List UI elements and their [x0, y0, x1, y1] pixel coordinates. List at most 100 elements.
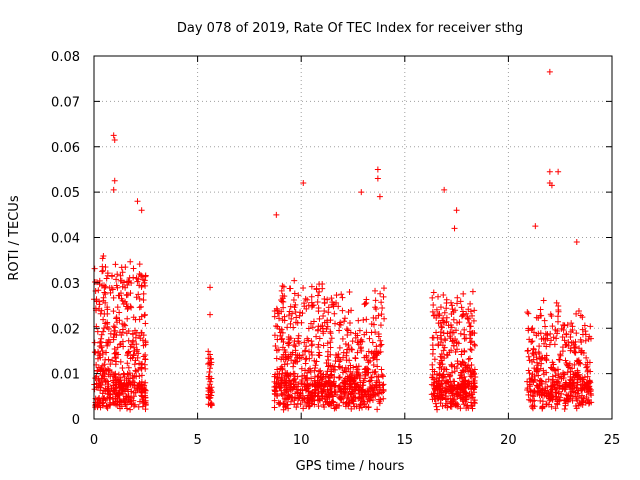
data-point	[373, 384, 380, 391]
data-point	[463, 310, 470, 317]
data-point	[373, 343, 380, 350]
data-point	[332, 404, 339, 411]
data-point	[341, 318, 348, 325]
data-point	[136, 295, 143, 302]
data-point	[291, 277, 298, 284]
data-point	[443, 300, 450, 307]
data-point	[205, 401, 212, 408]
data-point	[365, 393, 372, 400]
data-point	[119, 385, 126, 392]
data-point	[466, 328, 473, 335]
data-point	[555, 318, 562, 325]
data-point	[539, 387, 546, 394]
data-point	[344, 327, 351, 334]
data-point	[297, 390, 304, 397]
data-point	[305, 337, 312, 344]
data-point	[534, 359, 541, 366]
data-point	[548, 393, 555, 400]
data-point	[450, 342, 457, 349]
data-point	[368, 329, 375, 336]
data-point	[303, 343, 310, 350]
data-point	[555, 379, 562, 386]
data-point	[138, 381, 145, 388]
data-point	[465, 356, 472, 363]
data-point	[303, 375, 310, 382]
x-tick-label: 25	[604, 433, 621, 448]
data-point	[363, 316, 370, 323]
data-point	[555, 168, 562, 175]
data-point	[275, 380, 282, 387]
data-point	[459, 358, 466, 365]
data-point	[301, 381, 308, 388]
data-point	[343, 326, 350, 333]
data-point	[122, 382, 129, 389]
data-point	[97, 338, 104, 345]
data-point	[435, 311, 442, 318]
data-point	[566, 382, 573, 389]
data-point	[325, 362, 332, 369]
data-point	[454, 358, 461, 365]
data-point	[556, 356, 563, 363]
data-point	[279, 391, 286, 398]
data-point	[451, 225, 458, 232]
data-point	[449, 362, 456, 369]
data-point	[128, 304, 135, 311]
data-point	[207, 284, 214, 291]
data-point	[298, 354, 305, 361]
data-point	[467, 331, 474, 338]
data-point	[583, 394, 590, 401]
data-point	[537, 356, 544, 363]
data-point	[380, 381, 387, 388]
data-point	[445, 379, 452, 386]
data-point	[567, 328, 574, 335]
data-point	[527, 379, 534, 386]
data-point	[274, 323, 281, 330]
data-point	[298, 365, 305, 372]
data-point	[92, 349, 99, 356]
data-point	[118, 381, 125, 388]
data-point	[280, 283, 287, 290]
data-point	[537, 330, 544, 337]
data-point	[113, 332, 120, 339]
data-point	[329, 392, 336, 399]
data-point	[309, 341, 316, 348]
data-point	[206, 385, 213, 392]
data-point	[530, 329, 537, 336]
data-point	[561, 405, 568, 412]
data-point	[119, 338, 126, 345]
data-point	[323, 326, 330, 333]
data-point	[429, 350, 436, 357]
data-point	[94, 328, 101, 335]
data-point	[315, 381, 322, 388]
data-point	[307, 320, 314, 327]
data-point	[526, 370, 533, 377]
data-point	[271, 307, 278, 314]
data-point	[134, 278, 141, 285]
data-point	[142, 338, 149, 345]
data-point	[454, 346, 461, 353]
data-point	[577, 381, 584, 388]
data-point	[435, 320, 442, 327]
data-point	[308, 349, 315, 356]
data-point	[293, 314, 300, 321]
data-point	[118, 295, 125, 302]
data-point	[139, 360, 146, 367]
data-point	[559, 344, 566, 351]
data-point	[454, 391, 461, 398]
data-point	[142, 400, 149, 407]
data-point	[290, 324, 297, 331]
data-point	[340, 380, 347, 387]
data-point	[117, 398, 124, 405]
data-point	[117, 272, 124, 279]
data-point	[330, 366, 337, 373]
data-point	[349, 397, 356, 404]
data-point	[108, 369, 115, 376]
data-point	[543, 357, 550, 364]
data-point	[379, 382, 386, 389]
data-point	[106, 367, 113, 374]
data-point	[581, 384, 588, 391]
data-point	[360, 377, 367, 384]
data-point	[287, 398, 294, 405]
data-point	[449, 369, 456, 376]
data-point	[103, 395, 110, 402]
